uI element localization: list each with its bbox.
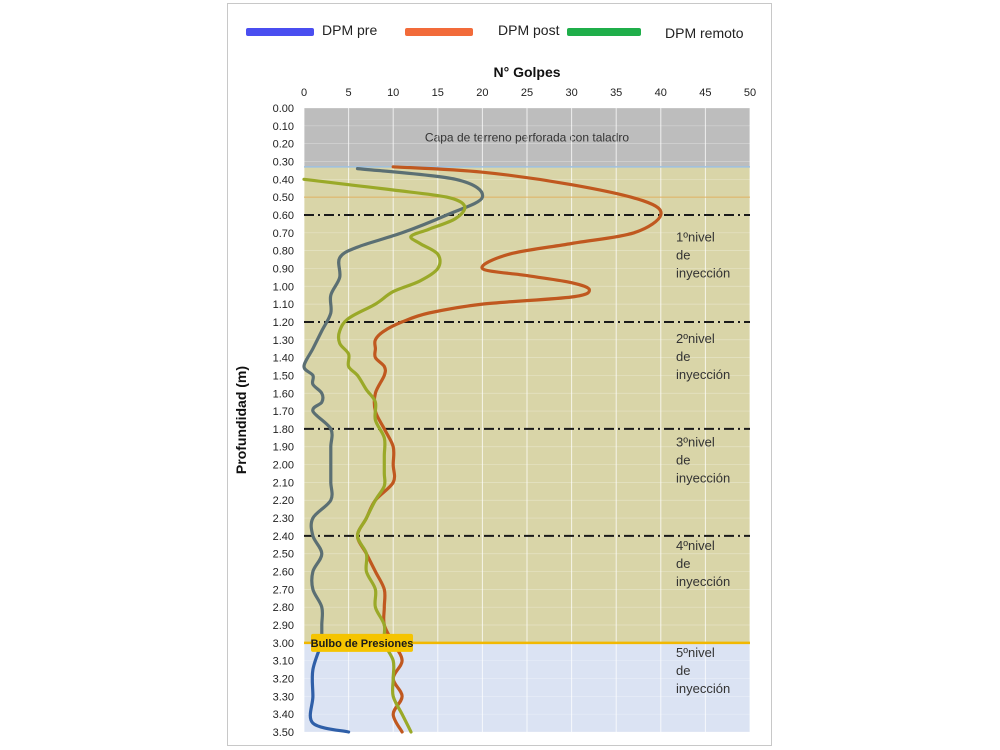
injection-level-label: de — [676, 556, 690, 571]
axes-layer: 0 5 10 15 20 25 30 35 40 45 50 0.00 0.10 0.20 0.30 0.40… — [233, 64, 756, 739]
y-tick-label: 1.50 — [273, 370, 294, 382]
x-tick-label: 30 — [565, 87, 577, 99]
x-tick-label: 45 — [699, 87, 711, 99]
y-axis-title: Profundidad (m) — [233, 366, 249, 474]
y-tick-label: 2.10 — [273, 477, 294, 489]
injection-level-label: inyección — [676, 367, 730, 382]
injection-level-label: inyección — [676, 574, 730, 589]
y-tick-label: 2.50 — [273, 549, 294, 561]
y-tick-label: 2.70 — [273, 584, 294, 596]
y-tick-label: 2.60 — [273, 567, 294, 579]
dpm-post-line — [355, 165, 663, 734]
y-tick-label: 3.40 — [273, 709, 294, 721]
injection-level-label: de — [676, 349, 690, 364]
legend-label-post: DPM post — [498, 22, 560, 38]
y-tick-label: 3.10 — [273, 656, 294, 668]
x-axis-title: N° Golpes — [493, 64, 560, 80]
y-tick-label: 1.30 — [273, 335, 294, 347]
x-tick-label: 10 — [387, 87, 399, 99]
y-tick-label: 0.50 — [273, 192, 294, 204]
legend-swatch-pre — [246, 28, 314, 36]
x-tick-label: 15 — [432, 87, 444, 99]
x-tick-label: 35 — [610, 87, 622, 99]
x-tick-label: 0 — [301, 87, 307, 99]
y-tick-label: 0.40 — [273, 174, 294, 186]
injection-level-label: de — [676, 663, 690, 678]
x-tick-label: 5 — [346, 87, 352, 99]
series-layer — [302, 165, 663, 734]
legend-swatch-post — [405, 28, 473, 36]
injection-level-label: de — [676, 453, 690, 468]
y-tick-label: 3.20 — [273, 674, 294, 686]
y-tick-label: 3.50 — [273, 727, 294, 739]
injection-level-label: inyección — [676, 266, 730, 281]
bulb-label-box — [311, 633, 413, 652]
y-tick-label: 0.60 — [273, 210, 294, 222]
legend-swatch-remoto — [567, 28, 641, 36]
y-tick-label: 1.10 — [273, 299, 294, 311]
y-tick-label: 2.80 — [273, 602, 294, 614]
bulb-label: Bulbo de Presiones — [311, 638, 414, 650]
x-tick-label: 50 — [744, 87, 756, 99]
y-tick-label: 1.00 — [273, 281, 294, 293]
y-tick-label: 2.40 — [273, 531, 294, 543]
y-tick-label: 1.70 — [273, 406, 294, 418]
y-tick-label: 0.00 — [273, 103, 294, 115]
y-tick-label: 0.10 — [273, 121, 294, 133]
dpm-pre-bulb-line — [308, 641, 351, 734]
injection-level-label: 4ºnivel — [676, 538, 715, 553]
x-tick-label: 25 — [521, 87, 533, 99]
y-tick-label: 1.60 — [273, 388, 294, 400]
y-tick-label: 0.70 — [273, 228, 294, 240]
y-tick-label: 0.20 — [273, 139, 294, 151]
y-tick-label: 2.90 — [273, 620, 294, 632]
dpm-pre-line — [302, 167, 485, 645]
y-tick-label: 3.00 — [273, 638, 294, 650]
y-tick-label: 0.90 — [273, 263, 294, 275]
legend-label-remoto: DPM remoto — [665, 25, 744, 41]
x-tick-label: 20 — [476, 87, 488, 99]
dpm-remoto-line — [302, 177, 467, 734]
injection-level-label: inyección — [676, 471, 730, 486]
legend-label-pre: DPM pre — [322, 22, 378, 38]
injection-level-label: 1ºnivel — [676, 230, 715, 245]
injection-level-label: de — [676, 248, 690, 263]
injection-level-label: 3ºnivel — [676, 435, 715, 450]
injection-level-label: 5ºnivel — [676, 645, 715, 660]
y-tick-label: 2.30 — [273, 513, 294, 525]
y-tick-label: 3.30 — [273, 691, 294, 703]
y-tick-label: 1.90 — [273, 442, 294, 454]
y-tick-label: 0.80 — [273, 246, 294, 258]
y-tick-label: 2.20 — [273, 495, 294, 507]
x-tick-label: 40 — [655, 87, 667, 99]
injection-level-label: 2ºnivel — [676, 331, 715, 346]
y-tick-label: 1.80 — [273, 424, 294, 436]
labels-layer: 1ºnivel de inyección 2ºnivel de inyección 3ºni… — [311, 230, 731, 696]
grid-layer — [303, 107, 751, 733]
injection-level-label: inyección — [676, 681, 730, 696]
y-tick-label: 1.40 — [273, 353, 294, 365]
y-tick-label: 2.00 — [273, 460, 294, 472]
y-tick-label: 0.30 — [273, 156, 294, 168]
y-tick-label: 1.20 — [273, 317, 294, 329]
